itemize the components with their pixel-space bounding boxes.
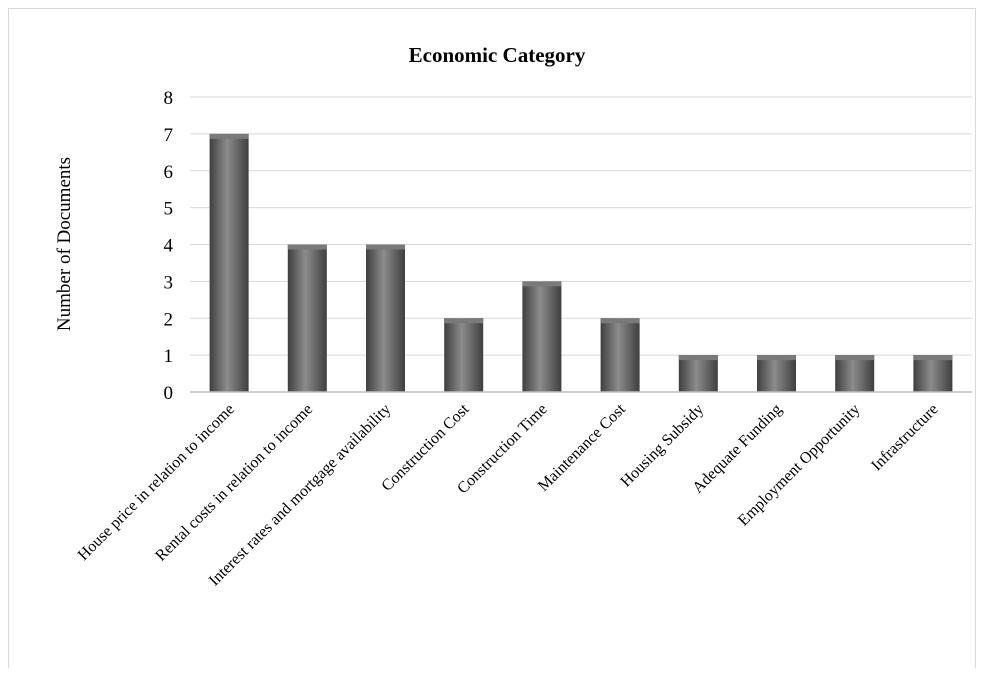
chart-frame bbox=[8, 8, 976, 668]
bar-body bbox=[678, 355, 718, 392]
y-tick-label: 2 bbox=[164, 309, 174, 330]
y-tick-label: 1 bbox=[164, 346, 174, 367]
x-tick-label: Rental costs in relation to income bbox=[152, 401, 316, 565]
bar-top-bevel bbox=[757, 355, 796, 361]
bar bbox=[913, 355, 953, 392]
y-tick-labels: 0 1 2 3 4 5 6 7 8 bbox=[164, 88, 174, 404]
bar-body bbox=[366, 244, 405, 392]
bar-body bbox=[600, 318, 640, 392]
bar bbox=[757, 355, 796, 392]
bar-body bbox=[522, 281, 562, 392]
bar-top-bevel bbox=[600, 318, 640, 324]
bar-top-bevel bbox=[522, 281, 562, 287]
x-tick-label: Housing Subsidy bbox=[617, 401, 707, 491]
bars bbox=[209, 133, 953, 392]
chart-title: Economic Category bbox=[409, 43, 586, 67]
y-tick-label: 8 bbox=[164, 88, 174, 109]
y-tick-label: 3 bbox=[164, 272, 174, 293]
bar bbox=[522, 281, 562, 392]
bar-top-bevel bbox=[444, 318, 484, 324]
bar-top-bevel bbox=[366, 244, 405, 250]
x-tick-label: Infrastructure bbox=[868, 401, 942, 475]
bar-body bbox=[913, 355, 953, 392]
bar-body bbox=[835, 355, 875, 392]
bar-body bbox=[444, 318, 484, 392]
bar-top-bevel bbox=[287, 244, 327, 250]
bar-top-bevel bbox=[913, 355, 953, 361]
x-tick-label: Maintenance Cost bbox=[535, 400, 629, 494]
bar bbox=[287, 244, 327, 392]
bar-top-bevel bbox=[835, 355, 875, 361]
bar bbox=[366, 244, 405, 392]
bar bbox=[600, 318, 640, 392]
bar bbox=[209, 133, 249, 392]
bar bbox=[835, 355, 875, 392]
y-tick-label: 5 bbox=[164, 199, 174, 220]
y-tick-label: 0 bbox=[164, 383, 174, 404]
x-tick-label: Interest rates and mortgage availability bbox=[206, 401, 395, 590]
x-tick-label: House price in relation to income bbox=[75, 401, 238, 564]
y-tick-label: 4 bbox=[164, 236, 174, 257]
bar-body bbox=[287, 244, 327, 392]
x-tick-labels: House price in relation to incomeRental … bbox=[75, 400, 942, 589]
bar-top-bevel bbox=[209, 133, 249, 139]
y-axis-label: Number of Documents bbox=[54, 157, 75, 331]
y-tick-label: 6 bbox=[164, 162, 174, 183]
bar-top-bevel bbox=[678, 355, 718, 361]
bar-body bbox=[757, 355, 796, 392]
bar bbox=[444, 318, 484, 392]
y-tick-label: 7 bbox=[164, 125, 174, 146]
bar bbox=[678, 355, 718, 392]
bar-body bbox=[209, 133, 249, 392]
